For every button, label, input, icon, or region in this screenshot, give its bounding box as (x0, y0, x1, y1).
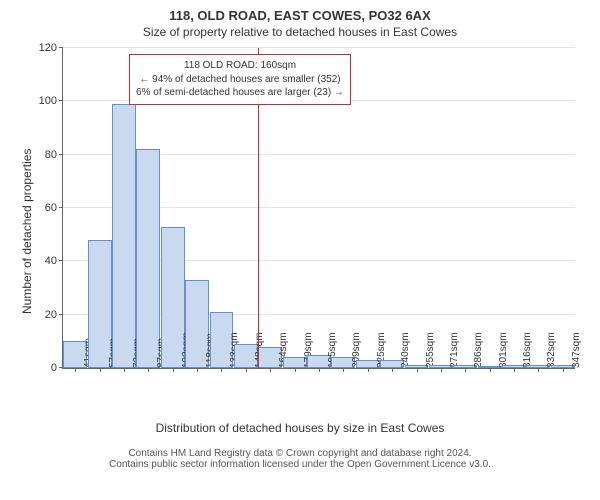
gridline (63, 47, 575, 48)
footer-line: Contains HM Land Registry data © Crown c… (0, 448, 600, 459)
attribution-footer: Contains HM Land Registry data © Crown c… (0, 448, 600, 470)
x-tick-label: 255sqm (421, 332, 436, 368)
y-tick-label: 0 (51, 362, 63, 374)
x-tick (319, 368, 320, 372)
histogram-bar (136, 149, 160, 368)
x-tick-label: 240sqm (396, 332, 411, 368)
chart-subtitle: Size of property relative to detached ho… (0, 23, 600, 39)
x-tick (514, 368, 515, 372)
y-tick-label: 120 (39, 42, 63, 54)
x-tick (441, 368, 442, 372)
x-tick (270, 368, 271, 372)
marker-annotation: 118 OLD ROAD: 160sqm ← 94% of detached h… (129, 54, 351, 105)
x-tick-label: 286sqm (469, 332, 484, 368)
y-axis-label: Number of detached properties (20, 148, 34, 313)
x-tick (295, 368, 296, 372)
x-tick (368, 368, 369, 372)
x-axis-label: Distribution of detached houses by size … (0, 421, 600, 435)
y-tick-label: 60 (45, 202, 63, 214)
x-tick (417, 368, 418, 372)
x-tick (197, 368, 198, 372)
x-tick (392, 368, 393, 372)
x-tick (100, 368, 101, 372)
x-tick-label: 316sqm (518, 332, 533, 368)
y-tick-label: 20 (45, 309, 63, 321)
x-tick (246, 368, 247, 372)
chart-title: 118, OLD ROAD, EAST COWES, PO32 6AX (0, 0, 600, 23)
histogram-bar (112, 104, 136, 368)
y-tick-label: 80 (45, 149, 63, 161)
x-tick (343, 368, 344, 372)
x-tick-label: 271sqm (445, 332, 460, 368)
x-tick (563, 368, 564, 372)
x-tick-label: 332sqm (542, 332, 557, 368)
x-tick (221, 368, 222, 372)
annot-line: ← 94% of detached houses are smaller (35… (136, 73, 344, 87)
x-tick (148, 368, 149, 372)
x-tick (173, 368, 174, 372)
x-tick (124, 368, 125, 372)
annot-line: 6% of semi-detached houses are larger (2… (136, 86, 344, 100)
x-tick-label: 301sqm (494, 332, 509, 368)
x-tick-label: 347sqm (567, 332, 582, 368)
x-tick (490, 368, 491, 372)
footer-line: Contains public sector information licen… (0, 459, 600, 470)
y-tick-label: 100 (39, 95, 63, 107)
x-tick (75, 368, 76, 372)
x-tick (538, 368, 539, 372)
x-tick (465, 368, 466, 372)
y-tick-label: 40 (45, 255, 63, 267)
annot-line: 118 OLD ROAD: 160sqm (136, 59, 344, 73)
